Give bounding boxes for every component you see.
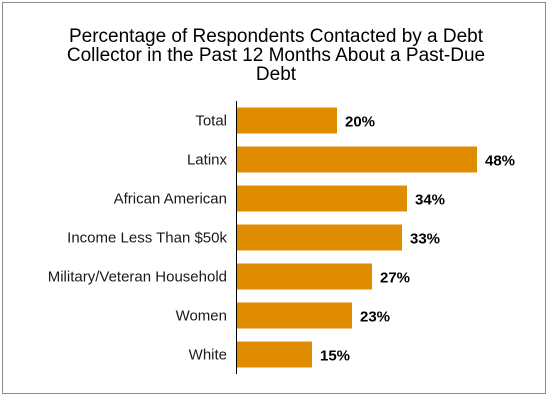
category-label-0: Total	[195, 113, 227, 130]
bar-6	[237, 341, 312, 368]
chart-title-line-3: Debt	[255, 64, 297, 85]
bar-0	[237, 107, 337, 134]
bar-1	[237, 146, 477, 173]
category-label-5: Women	[176, 308, 227, 325]
value-label-1: 48%	[485, 153, 515, 170]
value-label-6: 15%	[320, 348, 350, 365]
bar-4	[237, 263, 372, 290]
value-label-4: 27%	[380, 270, 410, 287]
category-label-6: White	[189, 347, 227, 364]
chart-title-line-1: Percentage of Respondents Contacted by a…	[68, 26, 484, 47]
chart-title-line-2: Collector in the Past 12 Months About a …	[66, 45, 486, 66]
bar-3	[237, 224, 402, 251]
value-label-2: 34%	[415, 192, 445, 209]
chart-title: Percentage of Respondents Contacted by a…	[0, 27, 552, 84]
bar-2	[237, 185, 407, 212]
value-label-0: 20%	[345, 114, 375, 131]
category-label-1: Latinx	[187, 152, 228, 169]
category-label-4: Military/Veteran Household	[48, 269, 227, 286]
category-label-3: Income Less Than $50k	[67, 230, 227, 247]
category-label-2: African American	[114, 191, 227, 208]
bar-5	[237, 302, 352, 329]
value-label-3: 33%	[410, 231, 440, 248]
value-label-5: 23%	[360, 309, 390, 326]
